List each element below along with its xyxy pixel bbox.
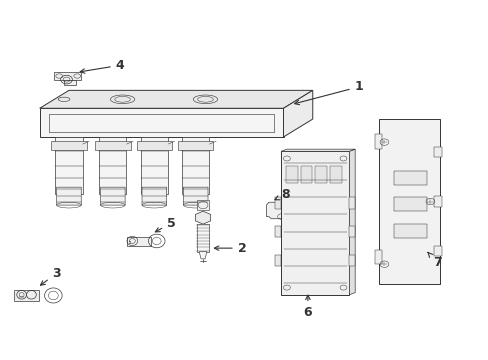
- Polygon shape: [40, 90, 312, 108]
- Polygon shape: [283, 90, 312, 137]
- Text: 1: 1: [294, 80, 363, 105]
- Polygon shape: [57, 187, 81, 205]
- Polygon shape: [64, 80, 76, 85]
- Polygon shape: [378, 119, 439, 284]
- Bar: [285, 166, 297, 183]
- Text: 3: 3: [41, 267, 61, 285]
- Bar: [315, 166, 326, 183]
- Polygon shape: [40, 108, 283, 137]
- Polygon shape: [99, 137, 126, 194]
- Polygon shape: [348, 226, 354, 237]
- Bar: [127, 237, 151, 246]
- Text: 5: 5: [155, 216, 175, 232]
- Polygon shape: [51, 140, 86, 149]
- Polygon shape: [142, 187, 166, 205]
- Polygon shape: [275, 255, 281, 266]
- Polygon shape: [95, 140, 130, 149]
- Bar: [393, 171, 427, 185]
- Polygon shape: [101, 187, 125, 205]
- Bar: [329, 166, 341, 183]
- Bar: [196, 224, 209, 252]
- Polygon shape: [266, 202, 289, 219]
- Polygon shape: [195, 211, 210, 224]
- Bar: [393, 197, 427, 211]
- Text: 8: 8: [274, 188, 290, 201]
- Polygon shape: [348, 149, 354, 295]
- Polygon shape: [136, 140, 172, 149]
- Bar: [374, 250, 382, 264]
- Text: 7: 7: [427, 252, 441, 269]
- Polygon shape: [14, 290, 39, 301]
- Polygon shape: [182, 137, 209, 194]
- Text: 4: 4: [80, 59, 124, 73]
- Polygon shape: [348, 197, 354, 209]
- Bar: [393, 224, 427, 238]
- Polygon shape: [141, 137, 167, 194]
- Polygon shape: [348, 255, 354, 266]
- Bar: [433, 196, 442, 207]
- Polygon shape: [281, 151, 348, 295]
- Bar: [433, 147, 442, 157]
- Polygon shape: [178, 140, 213, 149]
- Text: 2: 2: [214, 242, 246, 255]
- Polygon shape: [54, 72, 81, 80]
- Polygon shape: [183, 187, 207, 205]
- Polygon shape: [281, 149, 354, 151]
- Bar: [433, 246, 442, 256]
- Bar: [197, 200, 208, 211]
- Polygon shape: [275, 226, 281, 237]
- Polygon shape: [55, 137, 82, 194]
- Text: 6: 6: [303, 295, 311, 319]
- Polygon shape: [275, 197, 281, 209]
- Polygon shape: [199, 252, 206, 259]
- Bar: [300, 166, 312, 183]
- Bar: [374, 134, 382, 149]
